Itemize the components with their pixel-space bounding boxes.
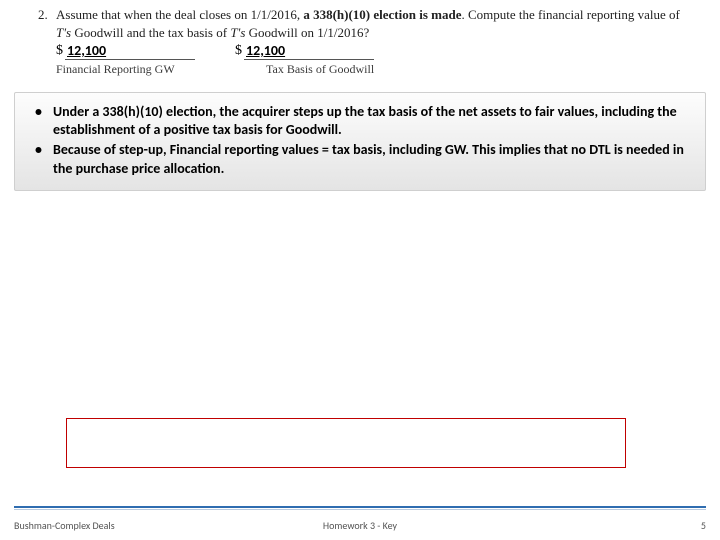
explanation-bullet: Because of step-up, Financial reporting …	[29, 141, 691, 177]
label-financial-reporting: Financial Reporting GW	[56, 62, 226, 77]
explanation-box: Under a 338(h)(10) election, the acquire…	[14, 92, 706, 191]
explanation-list: Under a 338(h)(10) election, the acquire…	[29, 103, 691, 178]
dollar-sign-1: $	[56, 43, 63, 60]
dollar-sign-2: $	[235, 43, 242, 60]
labels-row: Financial Reporting GW Tax Basis of Good…	[56, 62, 426, 77]
answers-row: $ 12,100 $ 12,100	[56, 42, 374, 60]
label-tax-basis: Tax Basis of Goodwill	[266, 62, 426, 77]
footer: Bushman-Complex Deals Homework 3 - Key 5	[14, 519, 706, 532]
question-number: 2.	[38, 6, 48, 24]
question-text-part2: . Compute the financial reporting value …	[461, 7, 679, 22]
answer-value-1: 12,100	[65, 42, 195, 60]
footer-center: Homework 3 - Key	[323, 519, 397, 532]
footer-divider	[14, 506, 706, 510]
explanation-bullet: Under a 338(h)(10) election, the acquire…	[29, 103, 691, 139]
answer-field-2: $ 12,100	[235, 42, 374, 60]
question-italic1: T's	[56, 25, 71, 40]
page-number: 5	[701, 519, 706, 532]
answer-field-1: $ 12,100	[56, 42, 195, 60]
question-text-part1: Assume that when the deal closes on 1/1/…	[56, 7, 303, 22]
question-italic2: T's	[230, 25, 245, 40]
empty-highlight-box	[66, 418, 626, 468]
question-text-part4: Goodwill on 1/1/2016?	[245, 25, 369, 40]
footer-left: Bushman-Complex Deals	[14, 519, 115, 532]
question-text-part3: Goodwill and the tax basis of	[71, 25, 230, 40]
answer-value-2: 12,100	[244, 42, 374, 60]
question-block: 2. Assume that when the deal closes on 1…	[56, 6, 680, 41]
question-bold: a 338(h)(10) election is made	[303, 7, 461, 22]
